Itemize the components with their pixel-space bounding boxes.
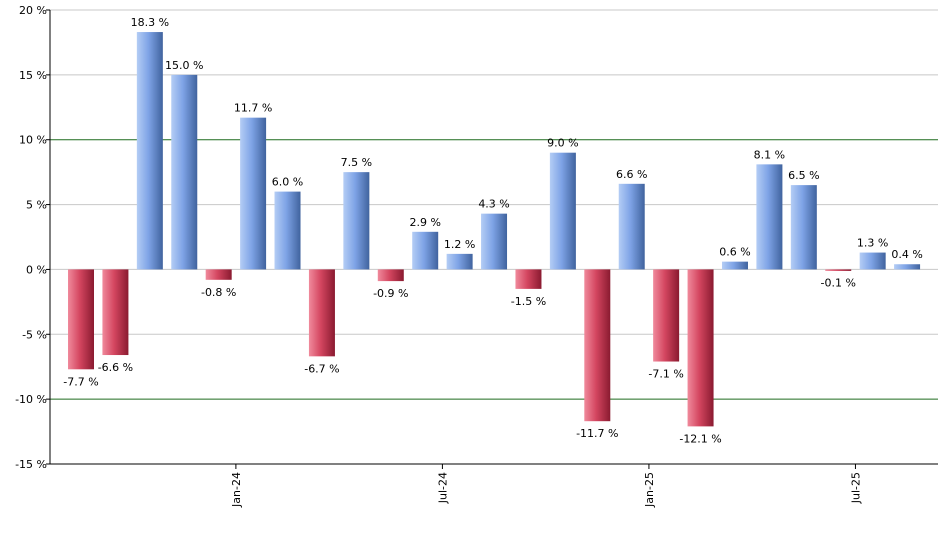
bar bbox=[584, 269, 611, 422]
axes: 20 % 15 % 10 % 5 % 0 % -5 % -10 % -15 % Jan-24 Ju… bbox=[15, 4, 938, 508]
bar bbox=[687, 269, 714, 427]
bar bbox=[859, 252, 886, 270]
data-label: 1.3 % bbox=[857, 237, 888, 250]
data-label: 9.0 % bbox=[547, 137, 578, 150]
data-label: 6.6 % bbox=[616, 168, 647, 181]
bar bbox=[894, 264, 921, 270]
y-tick-label: 15 % bbox=[19, 69, 47, 82]
bar bbox=[653, 269, 680, 362]
data-label: -12.1 % bbox=[679, 432, 721, 445]
bar bbox=[240, 117, 267, 270]
bar bbox=[412, 231, 439, 270]
bar bbox=[825, 269, 852, 271]
bar bbox=[102, 269, 129, 356]
x-tick-label: Jan-24 bbox=[230, 472, 243, 508]
data-label: -0.8 % bbox=[201, 286, 236, 299]
bar bbox=[446, 253, 473, 270]
data-labels: -7.7 %-6.6 % 18.3 % 15.0 % -0.8 % 11.7 % 6.0 … bbox=[63, 16, 923, 445]
y-tick-label: 0 % bbox=[26, 263, 47, 276]
data-label: -6.7 % bbox=[304, 362, 339, 375]
bar bbox=[205, 269, 232, 280]
data-label: -0.9 % bbox=[373, 287, 408, 300]
data-label: 18.3 % bbox=[131, 16, 169, 29]
bar bbox=[343, 172, 370, 270]
data-label: 15.0 % bbox=[165, 59, 203, 72]
bar bbox=[515, 269, 542, 289]
data-label: 4.3 % bbox=[478, 198, 509, 211]
bar bbox=[68, 269, 94, 370]
data-label: -0.1 % bbox=[821, 277, 856, 290]
data-label: 0.4 % bbox=[891, 248, 922, 261]
data-label: 7.5 % bbox=[341, 156, 372, 169]
bar bbox=[274, 191, 301, 270]
bars bbox=[68, 32, 921, 427]
bar bbox=[549, 152, 576, 270]
bar bbox=[136, 32, 163, 270]
bar bbox=[377, 269, 404, 282]
x-tick-label: Jan-25 bbox=[643, 472, 656, 508]
bar bbox=[721, 261, 748, 270]
bar bbox=[481, 213, 508, 270]
bar bbox=[756, 164, 783, 270]
bar bbox=[171, 74, 198, 270]
data-label: 6.0 % bbox=[272, 176, 303, 189]
x-tick-label: Jul-24 bbox=[436, 472, 449, 504]
data-label: 0.6 % bbox=[719, 246, 750, 259]
data-label: -11.7 % bbox=[576, 427, 618, 440]
bar bbox=[790, 185, 817, 270]
bar bbox=[618, 183, 645, 270]
data-label: -7.7 % bbox=[63, 375, 98, 388]
x-tick-label: Jul-25 bbox=[849, 472, 862, 504]
y-tick-label: -10 % bbox=[15, 393, 47, 406]
y-tick-label: -15 % bbox=[15, 458, 47, 471]
data-label: 2.9 % bbox=[409, 216, 440, 229]
data-label: 11.7 % bbox=[234, 102, 272, 115]
data-label: -1.5 % bbox=[511, 295, 546, 308]
y-tick-label: 5 % bbox=[26, 199, 47, 212]
data-label: 6.5 % bbox=[788, 169, 819, 182]
data-label: -7.1 % bbox=[648, 368, 683, 381]
y-tick-label: -5 % bbox=[22, 328, 47, 341]
data-label: 8.1 % bbox=[754, 148, 785, 161]
data-label: -6.6 % bbox=[98, 361, 133, 374]
y-tick-label: 10 % bbox=[19, 134, 47, 147]
bar bbox=[308, 269, 335, 357]
y-tick-label: 20 % bbox=[19, 4, 47, 17]
data-label: 1.2 % bbox=[444, 238, 475, 251]
